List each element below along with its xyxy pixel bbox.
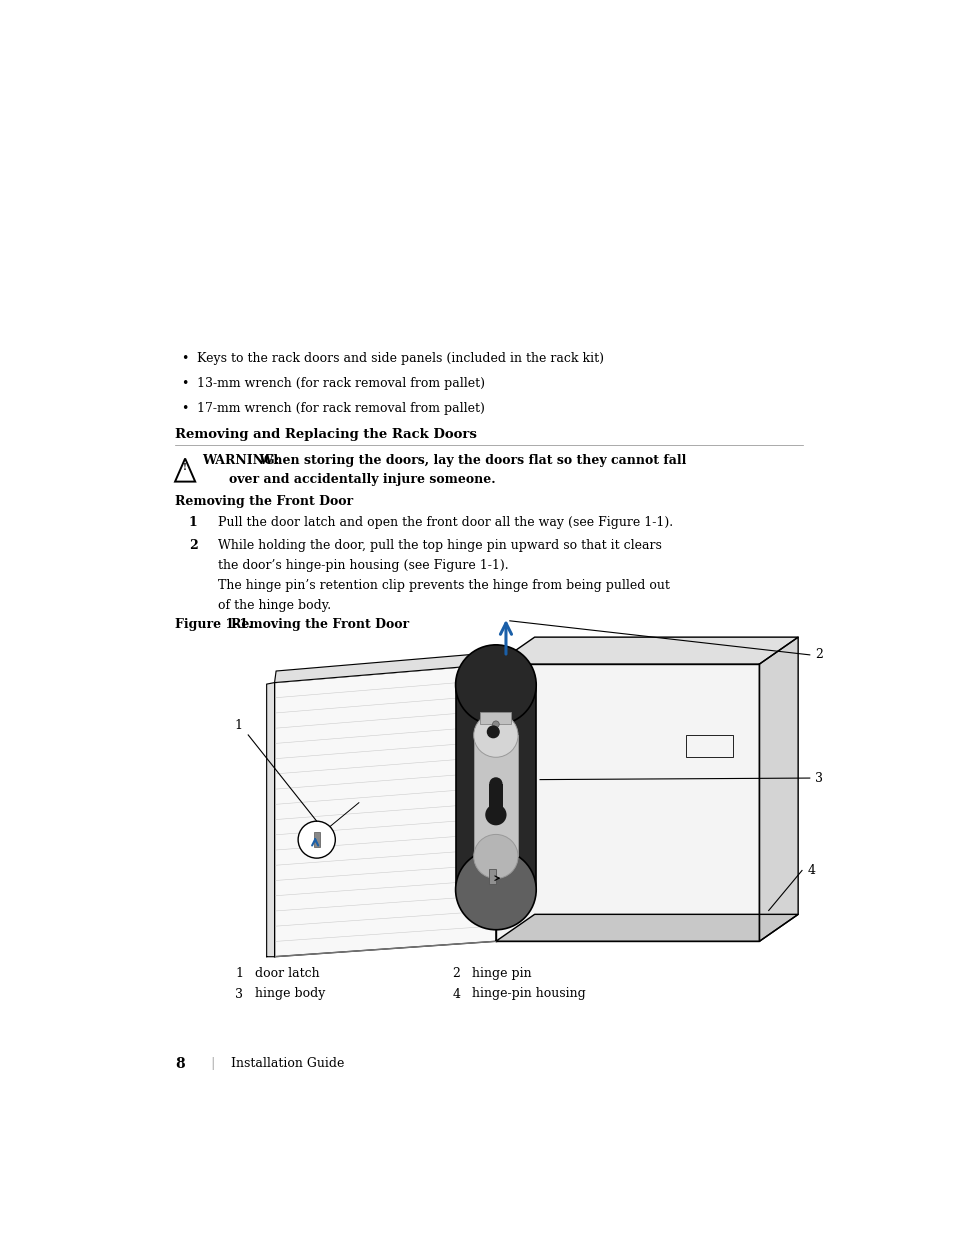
Ellipse shape [474,835,517,878]
Ellipse shape [456,645,536,725]
Bar [488,869,496,884]
Polygon shape [274,652,496,683]
Text: Figure 1-1.: Figure 1-1. [174,618,253,631]
Text: 2: 2 [815,648,822,662]
Text: !: ! [183,463,187,472]
Ellipse shape [474,714,517,757]
Text: 4: 4 [452,988,460,1000]
Polygon shape [496,637,798,664]
Circle shape [487,726,498,737]
Text: The hinge pin’s retention clip prevents the hinge from being pulled out: The hinge pin’s retention clip prevents … [217,579,669,593]
Text: hinge-pin housing: hinge-pin housing [472,988,585,1000]
Text: Keys to the rack doors and side panels (included in the rack kit): Keys to the rack doors and side panels (… [196,352,603,366]
Text: •: • [181,352,189,366]
Polygon shape [496,664,759,941]
Text: •: • [181,401,189,415]
Text: |: | [210,1057,214,1070]
Text: of the hinge body.: of the hinge body. [217,599,331,613]
Ellipse shape [456,850,536,930]
Text: Removing and Replacing the Rack Doors: Removing and Replacing the Rack Doors [174,427,476,441]
Text: 3: 3 [235,988,243,1000]
Text: Removing the Front Door: Removing the Front Door [174,495,353,508]
Bar [480,713,511,724]
Circle shape [297,821,335,858]
Polygon shape [274,664,496,957]
Text: 8: 8 [174,1057,185,1071]
Text: over and accidentally injure someone.: over and accidentally injure someone. [229,473,496,487]
Bar [489,784,502,816]
Polygon shape [496,914,798,941]
Polygon shape [759,637,798,941]
Text: the door’s hinge-pin housing (see Figure 1-1).: the door’s hinge-pin housing (see Figure… [217,558,508,572]
Text: Pull the door latch and open the front door all the way (see Figure 1-1).: Pull the door latch and open the front d… [217,516,672,530]
Text: hinge body: hinge body [254,988,325,1000]
Text: While holding the door, pull the top hinge pin upward so that it clears: While holding the door, pull the top hin… [217,538,660,552]
Bar [314,832,319,847]
Text: 17-mm wrench (for rack removal from pallet): 17-mm wrench (for rack removal from pall… [196,401,484,415]
Text: 2: 2 [452,967,460,979]
Text: •: • [181,377,189,390]
Text: 13-mm wrench (for rack removal from pallet): 13-mm wrench (for rack removal from pall… [196,377,484,390]
Text: When storing the doors, lay the doors flat so they cannot fall: When storing the doors, lay the doors fl… [254,454,685,467]
Text: 2: 2 [189,538,197,552]
Text: 3: 3 [815,772,822,784]
Text: 1: 1 [189,516,197,530]
Circle shape [492,721,498,727]
Bar [685,735,732,757]
Ellipse shape [485,804,506,825]
Text: 1: 1 [233,719,242,732]
Ellipse shape [489,777,502,790]
Bar [474,735,517,856]
Polygon shape [267,683,274,957]
Text: hinge pin: hinge pin [472,967,531,979]
Text: Removing the Front Door: Removing the Front Door [231,618,409,631]
Text: WARNING:: WARNING: [202,454,279,467]
Text: 4: 4 [806,864,815,877]
Bar [456,685,536,889]
Text: door latch: door latch [254,967,319,979]
Text: Installation Guide: Installation Guide [231,1057,344,1070]
Text: 1: 1 [235,967,243,979]
